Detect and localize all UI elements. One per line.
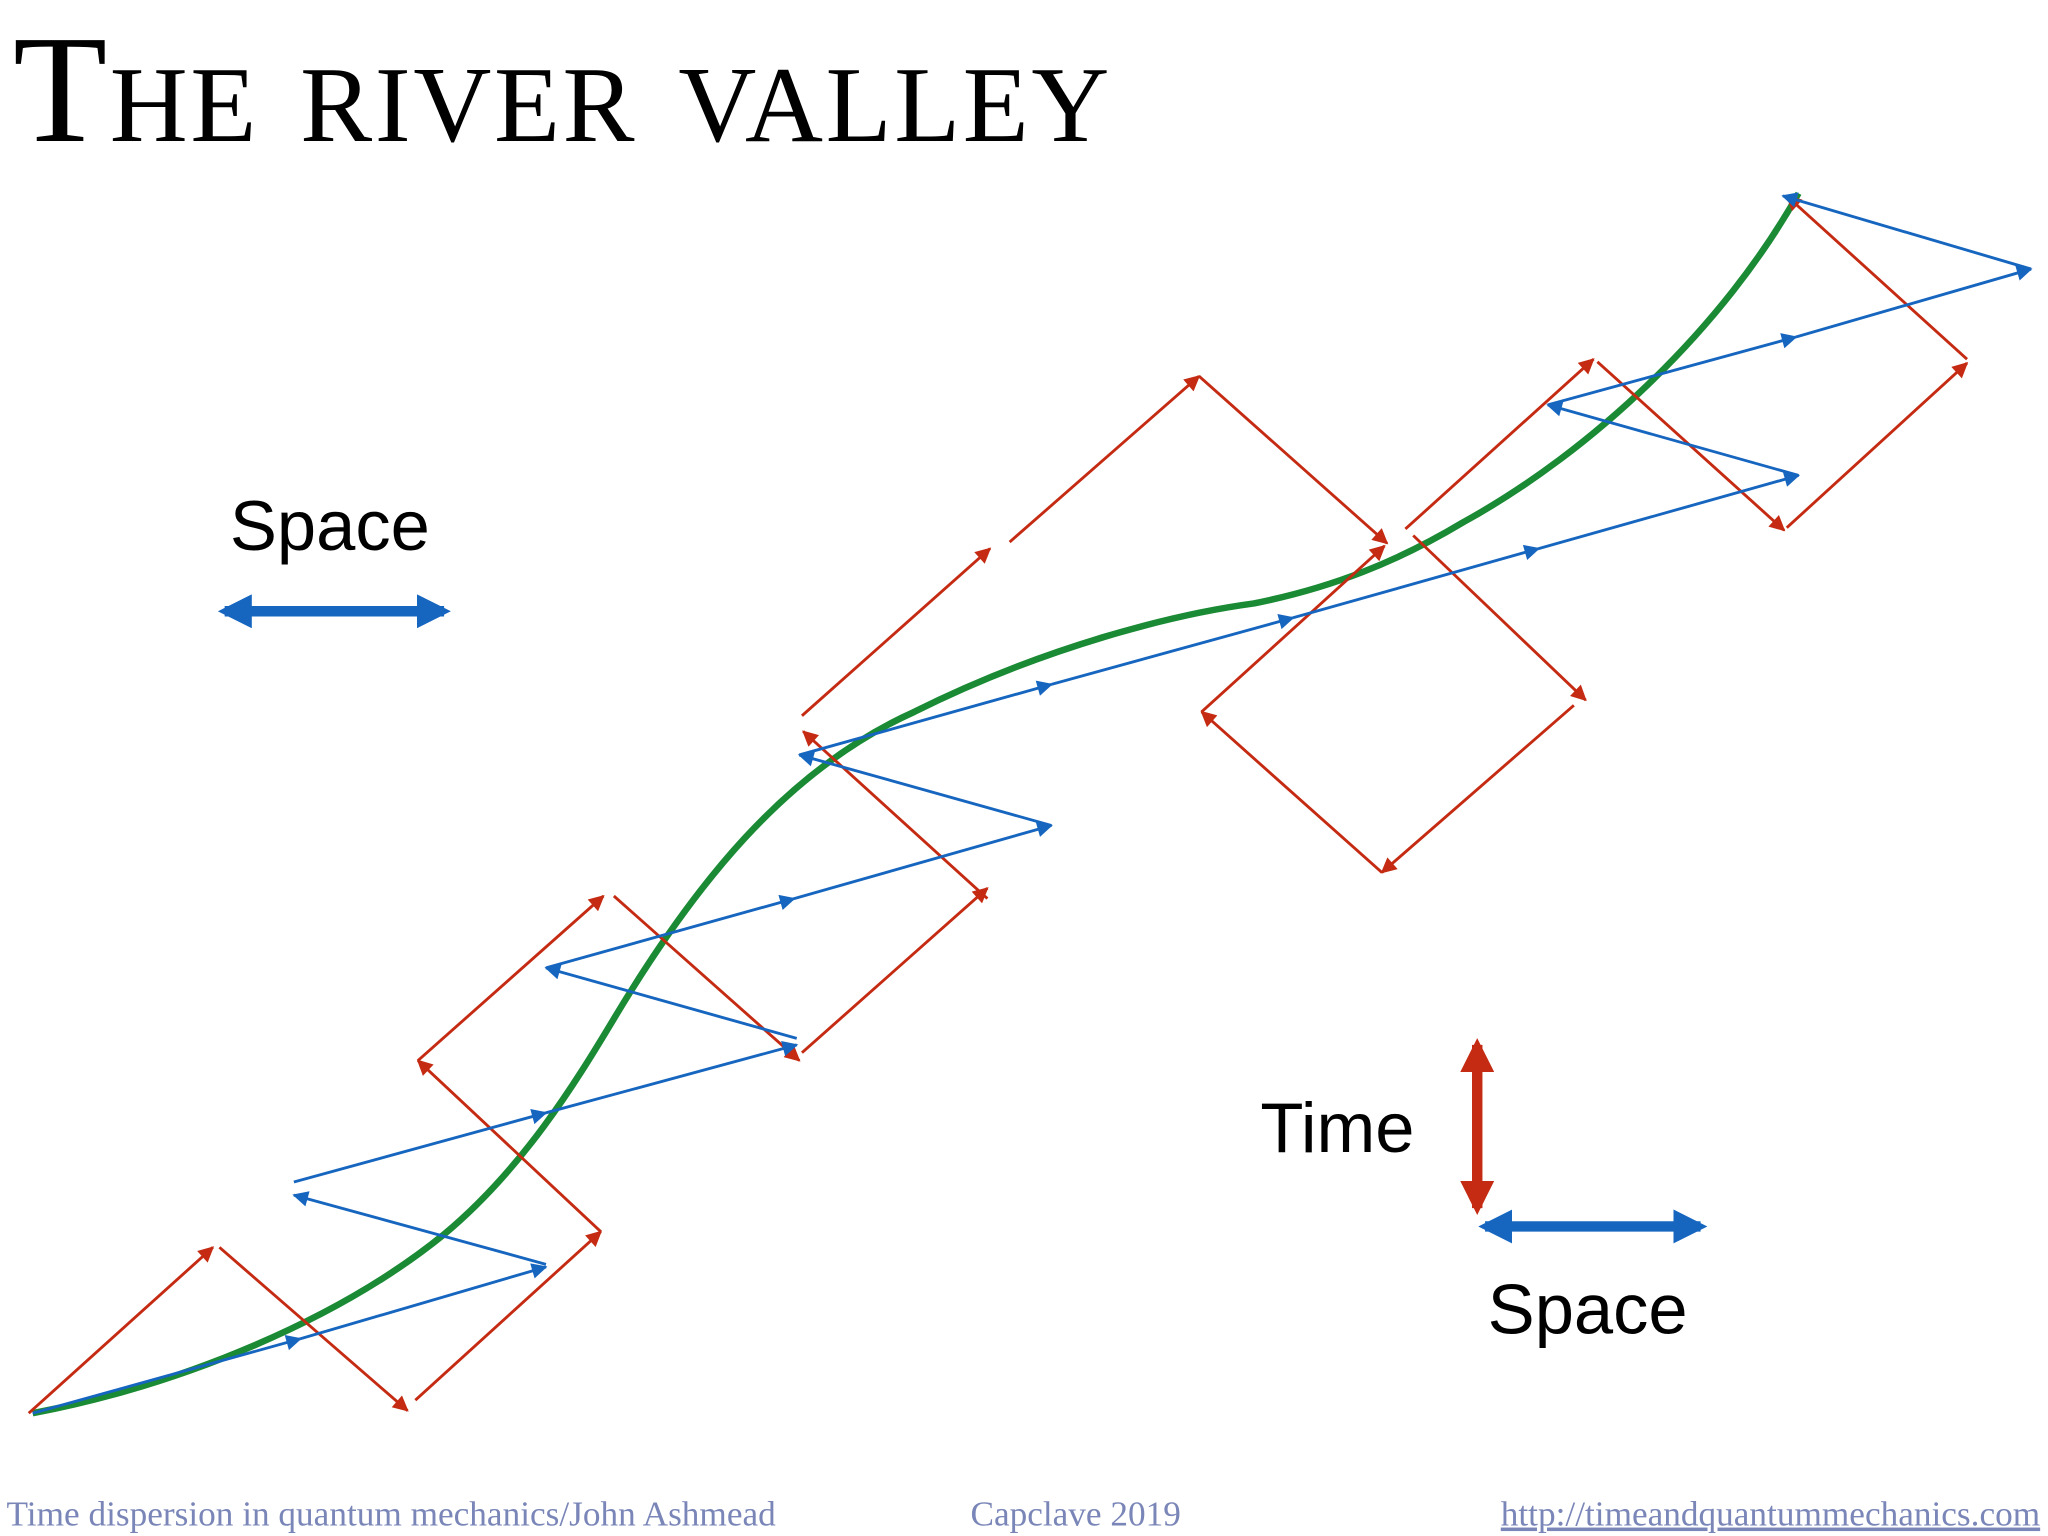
diagram <box>27 191 2033 1417</box>
footer-center: Capclave 2019 <box>970 1495 1180 1534</box>
legend: Space Time Space <box>217 486 1708 1349</box>
footer: Time dispersion in quantum mechanics/Joh… <box>7 1495 2041 1534</box>
river-path <box>32 191 1802 1417</box>
footer-left: Time dispersion in quantum mechanics/Joh… <box>7 1495 777 1534</box>
footer-link[interactable]: http://timeandquantummechanics.com <box>1501 1495 2040 1534</box>
blue-arrows <box>32 192 2033 1415</box>
space-label: Space <box>1488 1270 1688 1349</box>
time-label: Time <box>1260 1088 1414 1167</box>
space-label: Space <box>230 486 430 565</box>
slide-title: The river valley <box>13 5 1112 175</box>
